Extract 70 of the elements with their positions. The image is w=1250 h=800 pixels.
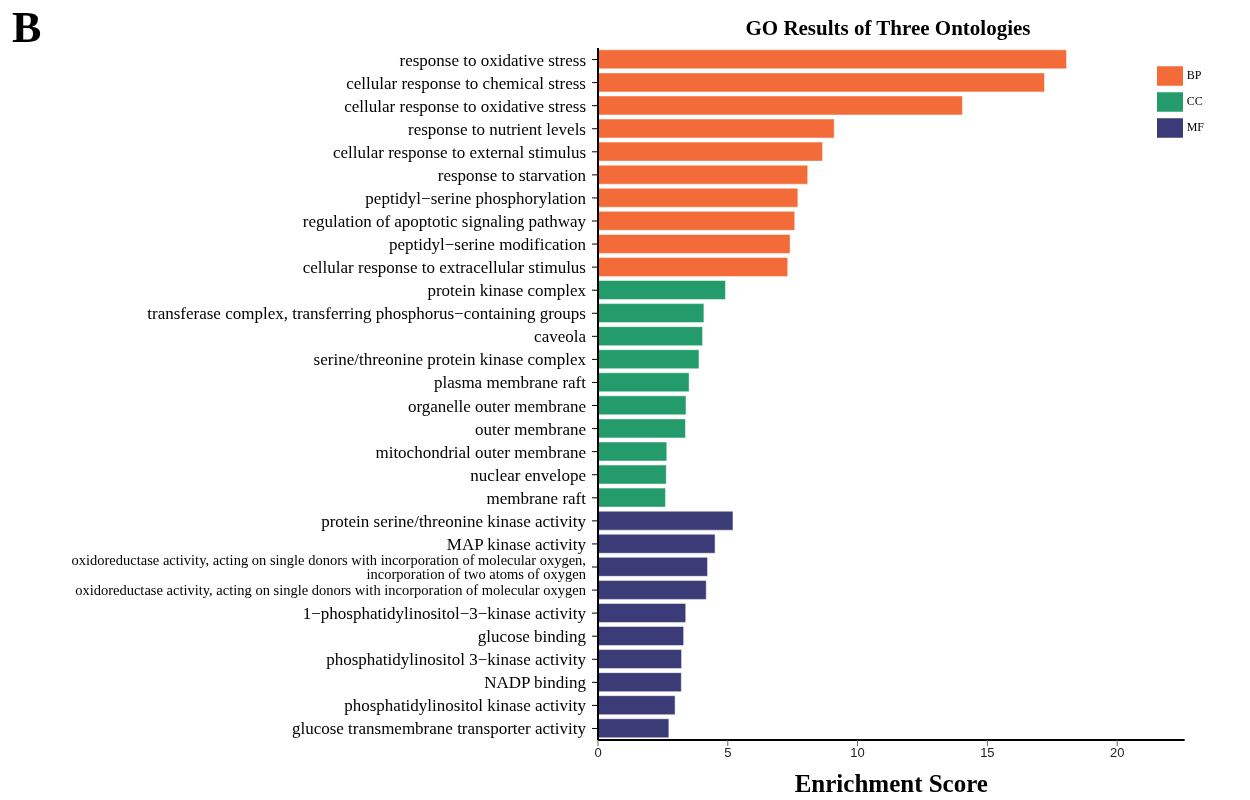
y-tick-label: cellular response to chemical stress [346, 73, 586, 93]
y-tick-label: cellular response to extracellular stimulus [302, 257, 586, 277]
bar [598, 118, 835, 139]
y-tick-label: serine/threonine protein kinase complex [313, 349, 587, 369]
bar [598, 326, 703, 346]
bar [598, 626, 684, 646]
y-tick-label: peptidyl−serine modification [388, 234, 587, 254]
x-tick-label: 10 [850, 745, 865, 761]
y-tick-label: glucose transmembrane transporter activity [291, 718, 587, 738]
y-tick-label: response to starvation [437, 165, 587, 185]
bar [598, 164, 808, 185]
bar [598, 49, 1067, 70]
chart-title: GO Results of Three Ontologies [744, 16, 1032, 41]
x-tick-label: 0 [594, 745, 602, 761]
bar [598, 580, 707, 600]
bar [598, 372, 690, 393]
bar [598, 211, 796, 231]
bar [598, 534, 716, 554]
y-tick-label: membrane raft [486, 488, 587, 508]
bar [598, 95, 963, 116]
bar [598, 718, 670, 739]
y-tick-label: peptidyl−serine phosphorylation [365, 188, 587, 208]
y-tick-label: regulation of apoptotic signaling pathway [302, 211, 587, 231]
bar [598, 234, 791, 254]
y-tick-label: nuclear envelope [470, 465, 586, 485]
bar [598, 464, 667, 485]
bar [598, 395, 687, 416]
y-tick-label: organelle outer membrane [407, 396, 586, 416]
y-tick-label: oxidoreductase activity, acting on single donors with incorporation of molecular oxygen [75, 582, 587, 599]
y-tick-label: outer membrane [475, 419, 586, 439]
bar [598, 418, 686, 439]
legend-label: MF [1186, 119, 1204, 134]
y-tick-label: MAP kinase activity [446, 534, 587, 554]
y-tick-label: glucose binding [477, 626, 587, 646]
y-tick-label: protein serine/threonine kinase activity [321, 511, 587, 531]
y-tick-label: protein kinase complex [427, 280, 587, 300]
y-tick-label: phosphatidylinositol kinase activity [344, 695, 587, 715]
y-tick-label: transferase complex, transferring phosphorus−containing groups [147, 303, 586, 323]
text: B [12, 2, 42, 53]
legend-label: BP [1186, 67, 1202, 82]
y-tick-label: plasma membrane raft [434, 372, 587, 392]
bar [598, 303, 705, 323]
bar [598, 510, 734, 531]
bar [598, 672, 682, 692]
bar [598, 695, 676, 715]
y-tick-label: mitochondrial outer membrane [375, 442, 586, 462]
bar [598, 649, 682, 669]
bar [598, 441, 668, 462]
x-axis-title: Enrichment Score [794, 770, 988, 797]
y-tick-label: NADP binding [484, 672, 587, 692]
x-tick-label: 5 [724, 745, 732, 761]
bar [598, 487, 666, 508]
y-tick-label: response to oxidative stress [399, 50, 586, 70]
bar [598, 257, 788, 277]
bar [598, 188, 799, 208]
y-tick-label: cellular response to external stimulus [332, 142, 586, 162]
y-tick-label: response to nutrient levels [408, 119, 586, 139]
bar [598, 349, 700, 369]
bar [598, 557, 708, 577]
y-tick-label: 1−phosphatidylinositol−3−kinase activity [302, 603, 587, 623]
bar [598, 280, 726, 300]
legend-label: CC [1186, 93, 1203, 108]
y-tick-label: phosphatidylinositol 3−kinase activity [326, 649, 587, 669]
bar [598, 72, 1045, 93]
x-tick-label: 15 [980, 745, 995, 761]
y-tick-label: cellular response to oxidative stress [344, 96, 586, 116]
y-tick-label: caveola [534, 326, 587, 346]
x-tick-label: 20 [1109, 745, 1125, 761]
bar [598, 603, 686, 623]
bar [598, 141, 823, 162]
